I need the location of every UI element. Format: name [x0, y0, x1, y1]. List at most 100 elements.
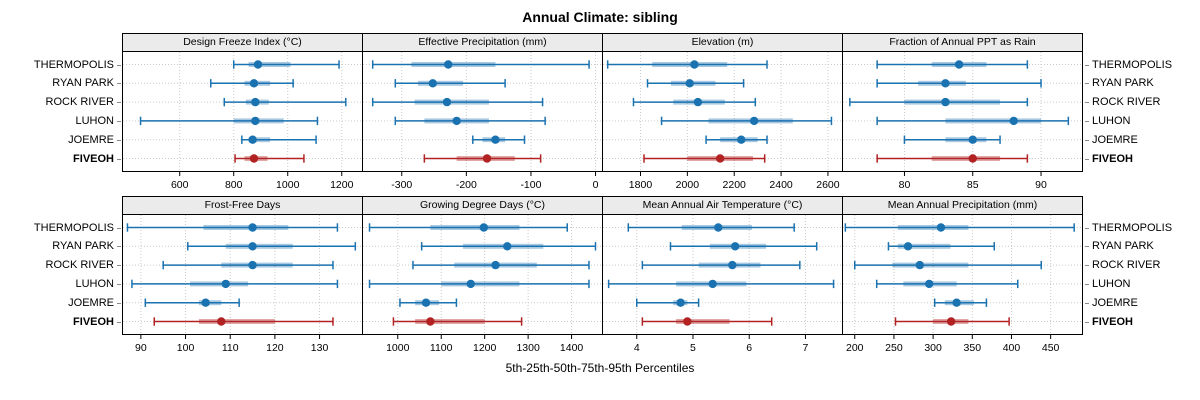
percentile-interval [187, 242, 357, 251]
percentile-interval [232, 60, 340, 69]
site-label: FIVEOH [73, 152, 114, 165]
axis-tick-label: 350 [964, 342, 982, 354]
axis-tick-label: -200 [456, 179, 477, 191]
median-dot [248, 260, 257, 270]
axis-tick-label: 2400 [769, 179, 793, 191]
axis-tick-label: -300 [391, 179, 412, 191]
median-dot [676, 298, 685, 307]
site-label: ROCK RIVER [1092, 96, 1161, 109]
panel-plot [363, 52, 602, 171]
axis-tick-label: 85 [967, 179, 979, 191]
median-dot [1009, 116, 1018, 126]
site-label: THERMOPOLIS [1092, 58, 1173, 71]
median-dot [248, 242, 257, 251]
panel-title: Fraction of Annual PPT as Rain [843, 34, 1082, 52]
site-label: THERMOPOLIS [33, 58, 114, 71]
axis-tick-label: 90 [1035, 179, 1047, 191]
percentile-interval [210, 79, 294, 88]
x-axis: 200 250 300 350 400 450 [846, 335, 1060, 354]
row-tick-mark [1085, 64, 1089, 66]
median-dot [730, 242, 740, 251]
panel-title: Growing Degree Days (°C) [363, 197, 602, 215]
panel-title: Design Freeze Index (°C) [123, 34, 362, 52]
row-tick-mark [1085, 158, 1089, 160]
panel-title: Mean Annual Precipitation (mm) [843, 197, 1082, 215]
median-dot [693, 97, 703, 107]
axis-tick-label: 1000 [386, 342, 410, 354]
axis-tick-label: 6 [746, 342, 752, 354]
percentile-interval [627, 223, 795, 232]
median-dot [941, 97, 950, 107]
percentile-interval [660, 116, 833, 126]
percentile-interval [632, 97, 757, 107]
iqr-band [221, 262, 293, 268]
panel-title: Effective Precipitation (mm) [363, 34, 602, 52]
median-dot [479, 223, 489, 232]
site-label: ROCK RIVER [1092, 259, 1161, 272]
median-dot [728, 260, 737, 270]
median-dot [690, 60, 699, 69]
median-dot [708, 279, 717, 289]
median-dot [968, 135, 977, 144]
site-label: RYAN PARK [1092, 240, 1154, 253]
site-label: JOEMRE [68, 133, 114, 146]
iqr-band [203, 225, 289, 230]
axis-tick-label: 0 [593, 179, 599, 191]
median-dot [221, 279, 230, 289]
percentile-interval [887, 242, 995, 251]
percentile-interval [933, 298, 988, 307]
percentile-interval [607, 279, 835, 289]
iqr-band [414, 99, 489, 105]
x-axis: 600 800 1000 1200 [171, 172, 354, 191]
iqr-band [225, 243, 293, 249]
panel-title: Mean Annual Air Temperature (°C) [603, 197, 842, 215]
iqr-band [430, 225, 520, 230]
axis-tick-label: 1800 [629, 179, 653, 191]
median-dot [201, 298, 210, 307]
median-dot [421, 298, 431, 307]
site-label: RYAN PARK [52, 77, 114, 90]
percentile-interval [635, 298, 700, 307]
panel-grid: THERMOPOLIS THERMOPOLIS RYAN PARK RYAN PARK… [0, 33, 1200, 357]
percentile-interval [894, 317, 1010, 326]
axis-tick-label: 1000 [276, 179, 300, 191]
site-label: FIVEOH [73, 315, 114, 328]
axis-tick-label: 250 [885, 342, 903, 354]
x-axis: 1000 1100 1200 1300 1400 [386, 335, 583, 354]
median-dot [248, 223, 257, 232]
median-dot [491, 135, 500, 144]
x-axis: -300 -200 -100 0 [391, 172, 599, 191]
percentile-interval [641, 317, 773, 326]
panel-plot [603, 215, 842, 334]
percentile-interval [854, 260, 1043, 270]
row-tick-mark [1085, 227, 1089, 229]
site-label: THERMOPOLIS [1092, 221, 1173, 234]
median-dot [954, 60, 964, 69]
panel-plot [843, 215, 1082, 334]
iqr-band [945, 118, 1042, 124]
median-dot [952, 298, 961, 307]
iqr-band [248, 137, 271, 143]
iqr-band [198, 300, 222, 306]
panel-box: Fraction of Annual PPT as Rain [842, 33, 1083, 172]
panel: Fraction of Annual PPT as Rain 80 85 90 [842, 33, 1083, 194]
median-dot [428, 79, 437, 88]
panel-box: Frost-Free Days [122, 196, 363, 335]
axis-tick-label: 2200 [723, 179, 747, 191]
panel: Frost-Free Days 90 100 110 120 130 [122, 196, 363, 357]
percentile-interval [423, 154, 542, 163]
site-label: ROCK RIVER [45, 259, 114, 272]
row-tick-mark [1085, 120, 1089, 122]
site-label: JOEMRE [68, 296, 114, 309]
median-dot [968, 154, 977, 163]
panel-plot [603, 52, 842, 171]
row-tick-mark [1085, 265, 1089, 267]
percentile-interval [371, 60, 590, 69]
site-label: LUHON [1092, 277, 1131, 290]
x-axis: 80 85 90 [899, 172, 1047, 191]
percentile-interval [371, 97, 544, 107]
median-dot [941, 79, 950, 88]
x-axis-caption: 5th-25th-50th-75th-95th Percentiles [505, 361, 695, 375]
percentile-interval [162, 260, 334, 270]
percentile-interval [876, 79, 1042, 88]
